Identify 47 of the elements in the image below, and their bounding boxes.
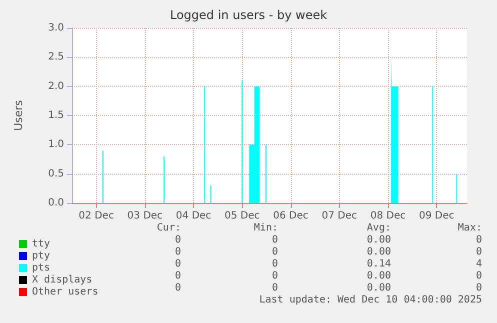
text: 0 [272, 246, 278, 258]
x-tick-label: 06 Dec [273, 210, 308, 222]
y-tick-label: 2.5 [48, 52, 64, 63]
x-tick-label: 02 Dec [78, 210, 114, 222]
text: 4 [476, 258, 482, 270]
text: 0 [174, 234, 181, 246]
text: 0 [272, 234, 278, 246]
x-tick-label: 08 Dec [370, 210, 406, 222]
text: 0 [174, 258, 181, 270]
text: Max: [458, 222, 482, 234]
legend-label: tty [32, 238, 50, 250]
text: Avg: [366, 222, 391, 234]
text: 0.14 [366, 258, 391, 270]
text: 0 [272, 258, 278, 270]
text: 0 [272, 282, 278, 294]
legend-label: pts [32, 262, 50, 274]
legend-label: X displays [32, 274, 92, 286]
text: 0.00 [366, 234, 391, 246]
text: 0 [174, 282, 181, 294]
chart-title: Logged in users - by week [170, 8, 328, 22]
legend-label: Other users [32, 286, 98, 298]
x-tick-label: 03 Dec [127, 210, 163, 222]
legend-label: pty [32, 250, 50, 262]
text: 0.00 [366, 270, 391, 282]
y-tick-label: 1.5 [48, 110, 64, 121]
text: 0 [174, 246, 181, 258]
x-tick-label: 05 Dec [224, 210, 260, 222]
y-tick-label: 0.5 [48, 168, 64, 180]
text: 0.00 [366, 246, 391, 258]
x-tick-label: 09 Dec [418, 210, 454, 222]
text: 0 [476, 234, 482, 246]
text: 0 [174, 270, 181, 282]
text: 0 [476, 246, 482, 258]
text: 0 [272, 270, 278, 282]
y-tick-label: 2.0 [48, 80, 64, 92]
text: Cur: [156, 222, 181, 234]
y-tick-label: 0.0 [48, 198, 64, 208]
y-axis-title: Users [12, 100, 25, 131]
y-tick-label: 3.0 [48, 22, 64, 34]
text: 0 [476, 270, 482, 282]
text: 0.00 [366, 282, 391, 294]
y-tick-label: 1.0 [48, 139, 64, 150]
x-tick-label: 04 Dec [176, 210, 212, 222]
x-tick-label: 07 Dec [322, 210, 358, 222]
text: Min: [254, 222, 278, 234]
text: Last update: Wed Dec 10 04:00:00 2025 [259, 294, 482, 306]
text: 0 [476, 282, 482, 294]
